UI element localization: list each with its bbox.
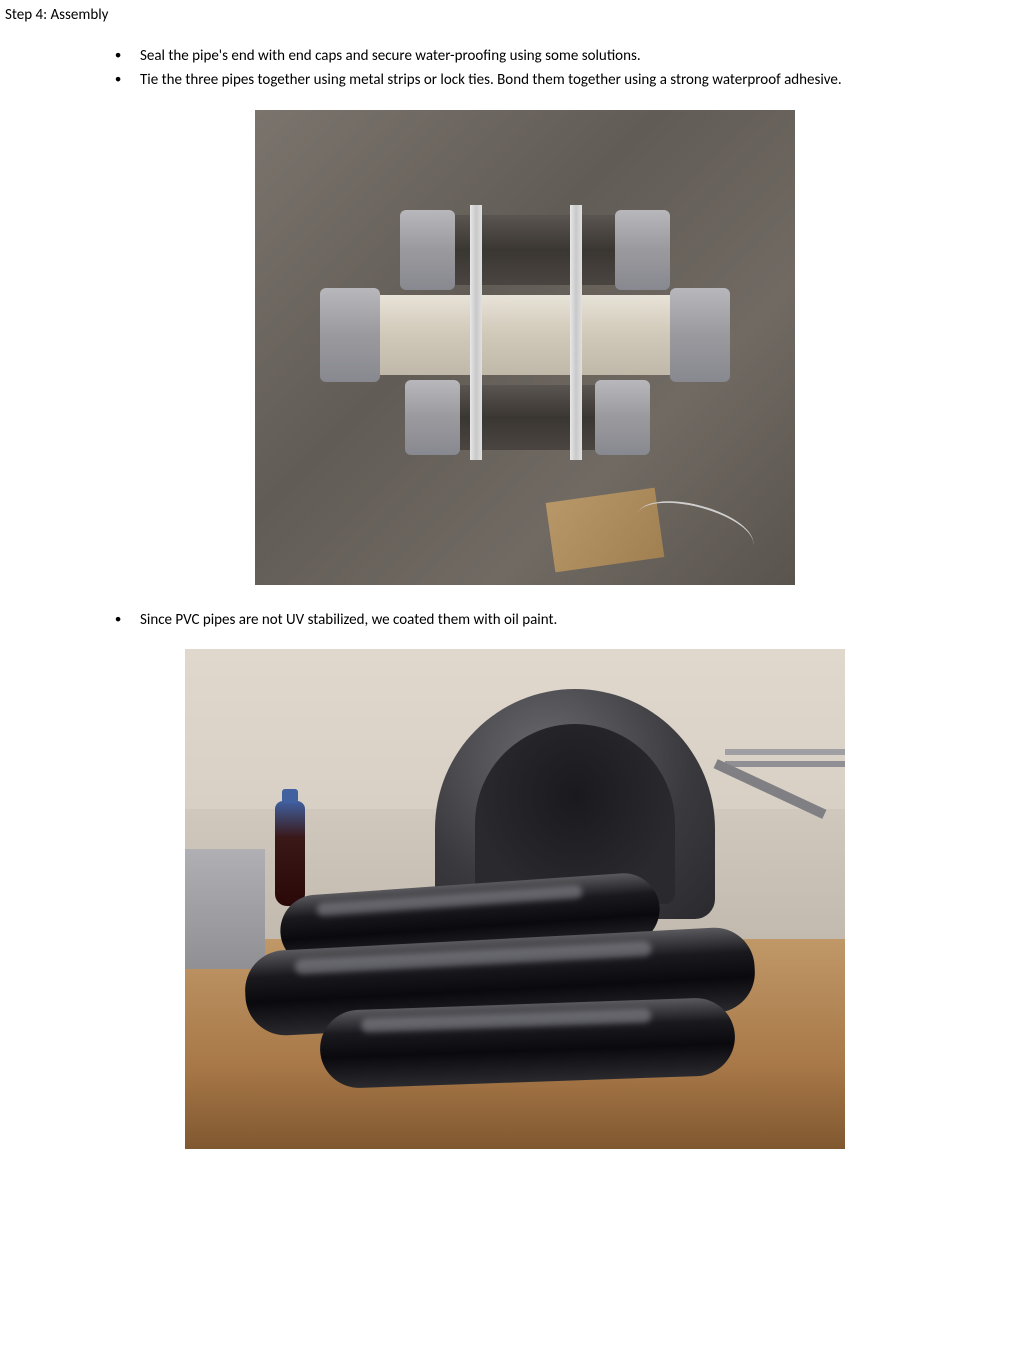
figure-pipes-assembly-photo: [255, 110, 795, 585]
bullet-list-2: Since PVC pipes are not UV stabilized, w…: [0, 610, 1020, 632]
bullet-item: Since PVC pipes are not UV stabilized, w…: [115, 610, 1020, 632]
step-heading: Step 4: Assembly: [0, 5, 1020, 26]
bullet-list-1: Seal the pipe's end with end caps and se…: [0, 46, 1020, 92]
figure-painted-pipes-photo: [185, 649, 845, 1149]
document-page: Step 4: Assembly Seal the pipe's end wit…: [0, 0, 1020, 1149]
bullet-item: Seal the pipe's end with end caps and se…: [115, 46, 1020, 68]
figure-2-container: [0, 649, 1020, 1149]
figure-1-container: [0, 110, 1020, 585]
bullet-item: Tie the three pipes together using metal…: [115, 70, 1020, 92]
